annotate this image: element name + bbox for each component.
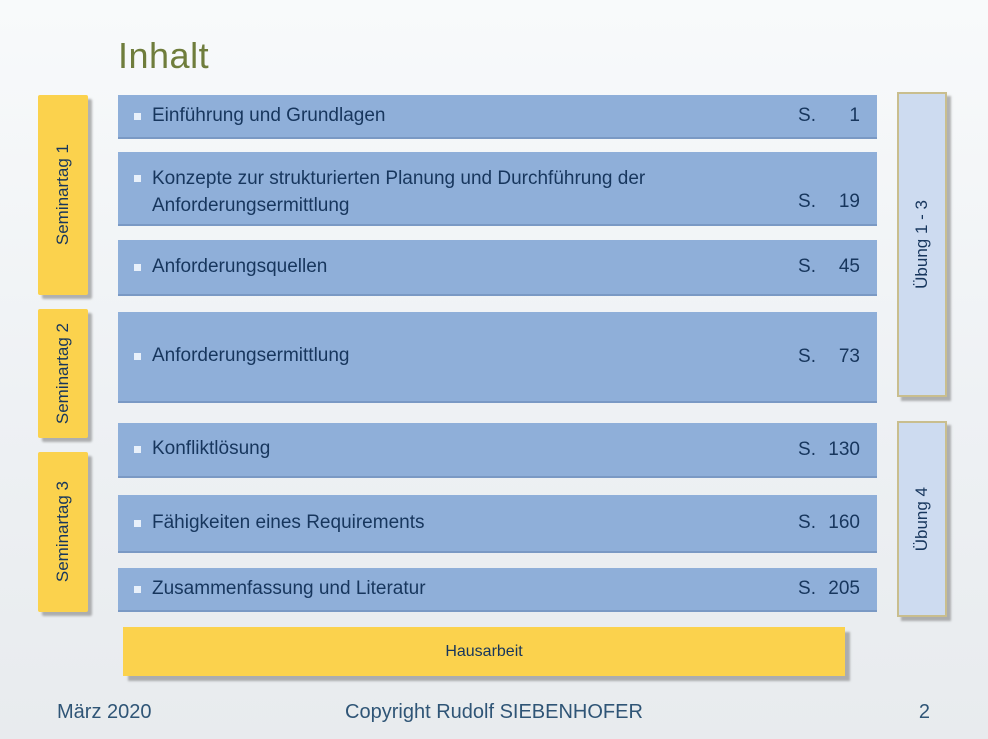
toc-item-row: Anforderungsermittlung S. 73 bbox=[118, 312, 877, 403]
uebung-label-4: Übung 4 bbox=[897, 421, 947, 617]
page-reference-number: 130 bbox=[828, 438, 860, 460]
page-reference: S. 1 bbox=[798, 105, 860, 127]
toc-item-row: Konfliktlösung S. 130 bbox=[118, 423, 877, 478]
toc-item-row: Einführung und Grundlagen S. 1 bbox=[118, 95, 877, 139]
slide-footer: März 2020 Copyright Rudolf SIEBENHOFER 2 bbox=[0, 701, 988, 729]
toc-item-content: Zusammenfassung und Literatur bbox=[134, 576, 798, 603]
page-reference-label: S. bbox=[798, 191, 816, 212]
toc-item-title: Einführung und Grundlagen bbox=[152, 104, 386, 126]
toc-item-content: Anforderungsermittlung bbox=[134, 343, 798, 370]
seminar-label-3: Seminartag 3 bbox=[38, 452, 88, 612]
page-reference: S. 73 bbox=[798, 346, 860, 368]
square-bullet-icon bbox=[134, 174, 141, 182]
toc-item-content: Fähigkeiten eines Requirements bbox=[134, 510, 798, 537]
square-bullet-icon bbox=[134, 519, 141, 527]
seminar-label-1-text: Seminartag 1 bbox=[53, 144, 72, 246]
toc-item-content: Konfliktlösung bbox=[134, 436, 798, 463]
footer-date: März 2020 bbox=[57, 701, 152, 723]
toc-item-row: Konzepte zur strukturierten Planung und … bbox=[118, 152, 877, 226]
toc-item-title: Konfliktlösung bbox=[152, 438, 271, 460]
hausarbeit-label: Hausarbeit bbox=[445, 642, 523, 660]
square-bullet-icon bbox=[134, 112, 141, 120]
page-reference: S. 205 bbox=[798, 578, 860, 600]
page-reference-label: S. bbox=[798, 256, 816, 277]
page-reference-label: S. bbox=[798, 438, 816, 460]
page-reference-label: S. bbox=[798, 345, 816, 367]
square-bullet-icon bbox=[134, 353, 141, 360]
toc-item-row: Anforderungsquellen S. 45 bbox=[118, 240, 877, 296]
page-reference: S. 19 bbox=[798, 191, 860, 224]
page-reference-number: 205 bbox=[828, 578, 860, 599]
page-reference-label: S. bbox=[798, 578, 816, 599]
page-reference-label: S. bbox=[798, 512, 816, 533]
toc-item-content: Einführung und Grundlagen bbox=[134, 103, 798, 130]
uebung-label-4-text: Übung 4 bbox=[912, 486, 931, 552]
toc-item-title: Konzepte zur strukturierten Planung und … bbox=[152, 167, 646, 216]
page-reference: S. 160 bbox=[798, 512, 860, 534]
uebung-label-1-3: Übung 1 - 3 bbox=[897, 92, 947, 397]
footer-page-number: 2 bbox=[918, 701, 930, 723]
toc-item-row: Fähigkeiten eines Requirements S. 160 bbox=[118, 495, 877, 553]
page-reference-number: 160 bbox=[828, 512, 860, 533]
toc-item-content: Konzepte zur strukturierten Planung und … bbox=[134, 157, 798, 219]
toc-item-content: Anforderungsquellen bbox=[134, 254, 798, 281]
hausarbeit-bar: Hausarbeit bbox=[123, 627, 845, 676]
square-bullet-icon bbox=[134, 263, 141, 271]
square-bullet-icon bbox=[134, 446, 141, 453]
toc-item-title: Anforderungsermittlung bbox=[152, 345, 350, 367]
page-reference-number: 19 bbox=[838, 191, 860, 212]
uebung-label-1-3-text: Übung 1 - 3 bbox=[912, 200, 931, 289]
page-reference: S. 45 bbox=[798, 256, 860, 278]
page-reference: S. 130 bbox=[798, 439, 860, 461]
page-title: Inhalt bbox=[118, 35, 210, 76]
seminar-label-1: Seminartag 1 bbox=[38, 95, 88, 295]
toc-item-title: Anforderungsquellen bbox=[152, 255, 328, 277]
seminar-label-2-text: Seminartag 2 bbox=[53, 322, 72, 425]
footer-copyright: Copyright Rudolf SIEBENHOFER bbox=[345, 701, 643, 723]
toc-item-row: Zusammenfassung und Literatur S. 205 bbox=[118, 568, 877, 612]
page-reference-number: 45 bbox=[838, 256, 860, 277]
square-bullet-icon bbox=[134, 585, 141, 593]
page-reference-label: S. bbox=[798, 105, 816, 126]
seminar-label-3-text: Seminartag 3 bbox=[53, 481, 72, 583]
toc-item-title: Fähigkeiten eines Requirements bbox=[152, 511, 425, 533]
page-reference-number: 1 bbox=[849, 105, 860, 126]
seminar-label-2: Seminartag 2 bbox=[38, 309, 88, 438]
page-reference-number: 73 bbox=[838, 345, 860, 367]
toc-item-title: Zusammenfassung und Literatur bbox=[152, 577, 426, 599]
